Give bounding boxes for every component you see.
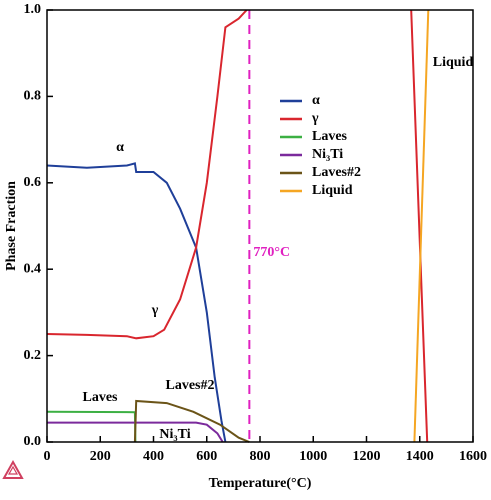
series-line <box>46 9 429 443</box>
y-tick-label: 0.0 <box>24 434 42 449</box>
curve-label: Laves#2 <box>166 378 215 393</box>
series-line <box>133 399 250 443</box>
x-tick-label: 400 <box>143 449 164 464</box>
y-tick-label: 0.8 <box>24 89 42 104</box>
series-line <box>46 162 227 443</box>
logo <box>2 459 24 479</box>
legend-label: Liquid <box>312 183 353 198</box>
series-line <box>46 410 137 443</box>
x-tick-label: 1600 <box>459 449 487 464</box>
x-tick-label: 1000 <box>299 449 327 464</box>
x-tick-label: 0 <box>44 449 51 464</box>
x-tick-label: 600 <box>196 449 217 464</box>
legend-label: Laves#2 <box>312 165 361 180</box>
curve-label: α <box>116 140 124 155</box>
series-line <box>413 9 430 443</box>
curve-label: γ <box>151 303 159 318</box>
y-tick-label: 0.6 <box>24 175 42 190</box>
y-tick-label: 1.0 <box>24 2 42 17</box>
y-tick-label: 0.2 <box>24 348 42 363</box>
x-tick-label: 1200 <box>353 449 381 464</box>
marker-label: 770°C <box>253 245 290 260</box>
x-tick-label: 1400 <box>406 449 434 464</box>
curve-label: Liquid <box>433 55 474 70</box>
x-tick-label: 800 <box>250 449 271 464</box>
legend-label: γ <box>311 111 319 126</box>
x-tick-label: 200 <box>90 449 111 464</box>
y-axis-label: Phase Fraction <box>4 181 19 271</box>
curve-label: Ni₃Ti <box>159 427 190 442</box>
y-tick-label: 0.4 <box>24 261 42 276</box>
legend-label: α <box>312 93 320 108</box>
curve-label: Laves <box>83 390 119 405</box>
x-axis-label: Temperature(°C) <box>209 476 312 491</box>
plot-frame <box>46 9 474 443</box>
legend-label: Ni₃Ti <box>312 147 343 162</box>
legend-label: Laves <box>312 129 348 144</box>
